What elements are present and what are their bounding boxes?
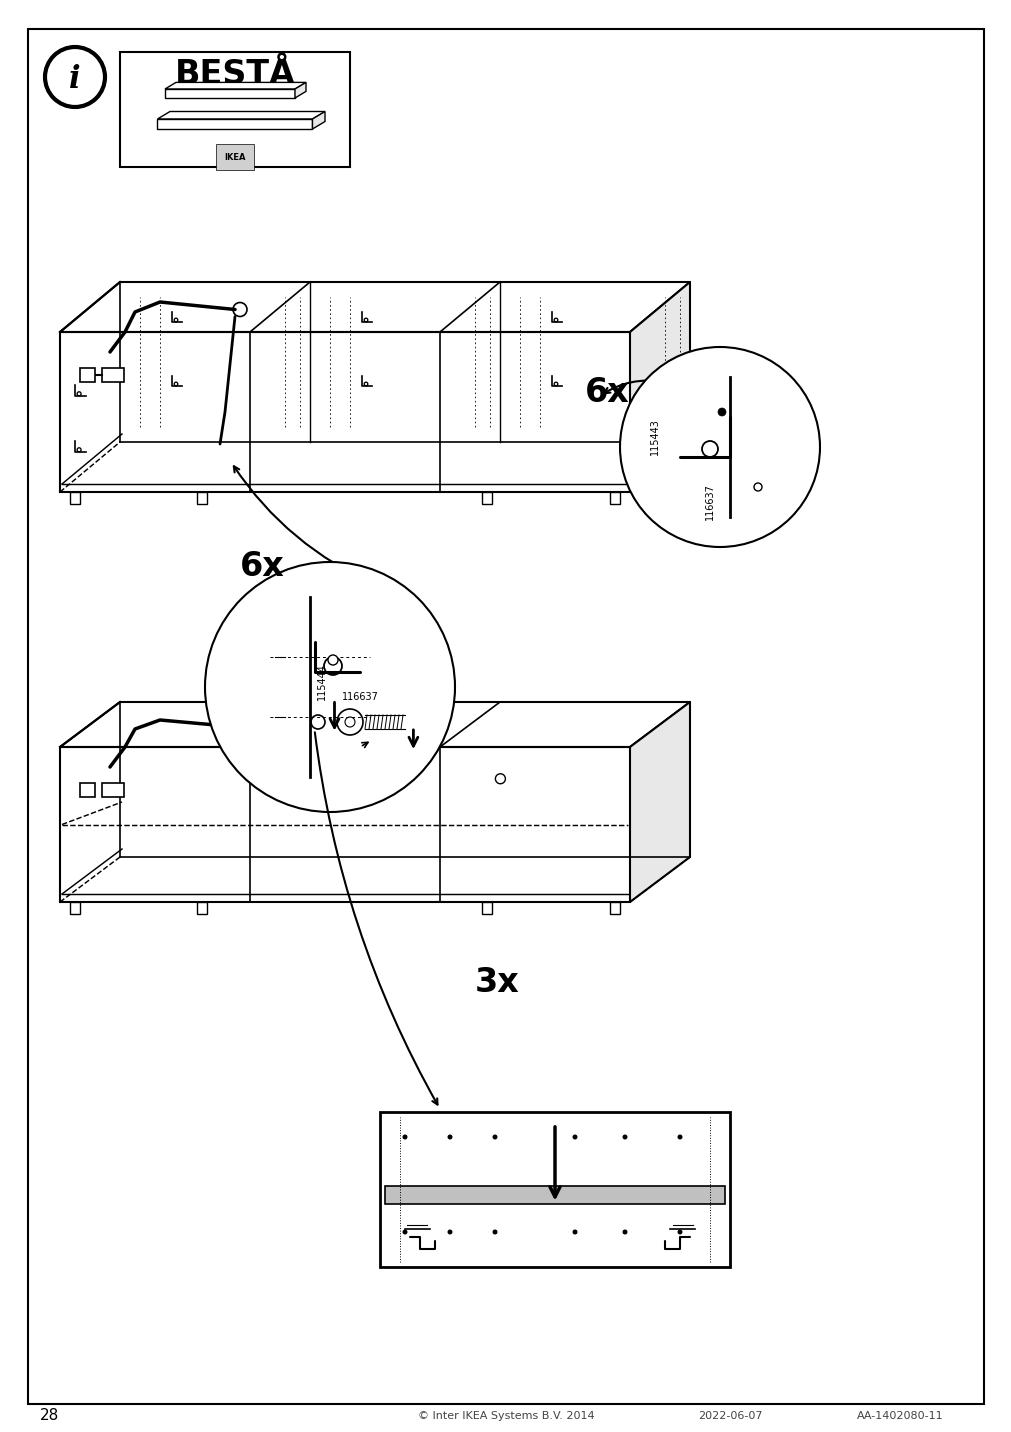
Text: 115444: 115444 — [316, 663, 327, 700]
Text: 28: 28 — [40, 1409, 60, 1423]
Polygon shape — [295, 83, 305, 97]
Bar — [482, 902, 492, 914]
Bar — [482, 493, 492, 504]
Bar — [80, 368, 95, 382]
Text: 3x: 3x — [474, 965, 520, 998]
Polygon shape — [165, 89, 295, 97]
Text: i: i — [69, 64, 81, 96]
Bar — [384, 1186, 724, 1203]
Text: 116637: 116637 — [342, 692, 378, 702]
Bar — [197, 493, 207, 504]
Circle shape — [676, 1134, 681, 1140]
Text: 115443: 115443 — [649, 418, 659, 455]
Circle shape — [205, 561, 455, 812]
Polygon shape — [630, 702, 690, 902]
Circle shape — [572, 1134, 577, 1140]
Text: 6x: 6x — [584, 375, 629, 408]
Bar — [102, 783, 124, 798]
Bar — [120, 52, 350, 168]
Bar — [70, 902, 80, 914]
Text: AA-1402080-11: AA-1402080-11 — [856, 1411, 942, 1421]
Text: © Inter IKEA Systems B.V. 2014: © Inter IKEA Systems B.V. 2014 — [418, 1411, 593, 1421]
Circle shape — [492, 1134, 497, 1140]
Bar — [610, 902, 620, 914]
Text: BESTÅ: BESTÅ — [175, 57, 295, 90]
Circle shape — [717, 408, 725, 417]
Bar — [610, 493, 620, 504]
Circle shape — [447, 1134, 452, 1140]
Bar — [197, 902, 207, 914]
Circle shape — [676, 1230, 681, 1234]
Circle shape — [402, 1134, 407, 1140]
Bar — [70, 493, 80, 504]
Bar — [102, 368, 124, 382]
Text: 2022-06-07: 2022-06-07 — [697, 1411, 761, 1421]
Bar — [379, 1113, 729, 1267]
Circle shape — [492, 1230, 497, 1234]
Text: IKEA: IKEA — [224, 152, 246, 162]
Circle shape — [620, 347, 819, 547]
Text: 6x: 6x — [240, 550, 284, 583]
Polygon shape — [60, 282, 690, 332]
Polygon shape — [158, 112, 325, 119]
Polygon shape — [158, 119, 312, 129]
Circle shape — [328, 654, 338, 664]
Circle shape — [402, 1230, 407, 1234]
Circle shape — [622, 1134, 627, 1140]
Circle shape — [622, 1230, 627, 1234]
Polygon shape — [630, 282, 690, 493]
Polygon shape — [312, 112, 325, 129]
Polygon shape — [165, 83, 305, 89]
Text: 116637: 116637 — [705, 484, 715, 520]
Bar — [80, 783, 95, 798]
Polygon shape — [60, 702, 690, 748]
Circle shape — [447, 1230, 452, 1234]
Circle shape — [572, 1230, 577, 1234]
